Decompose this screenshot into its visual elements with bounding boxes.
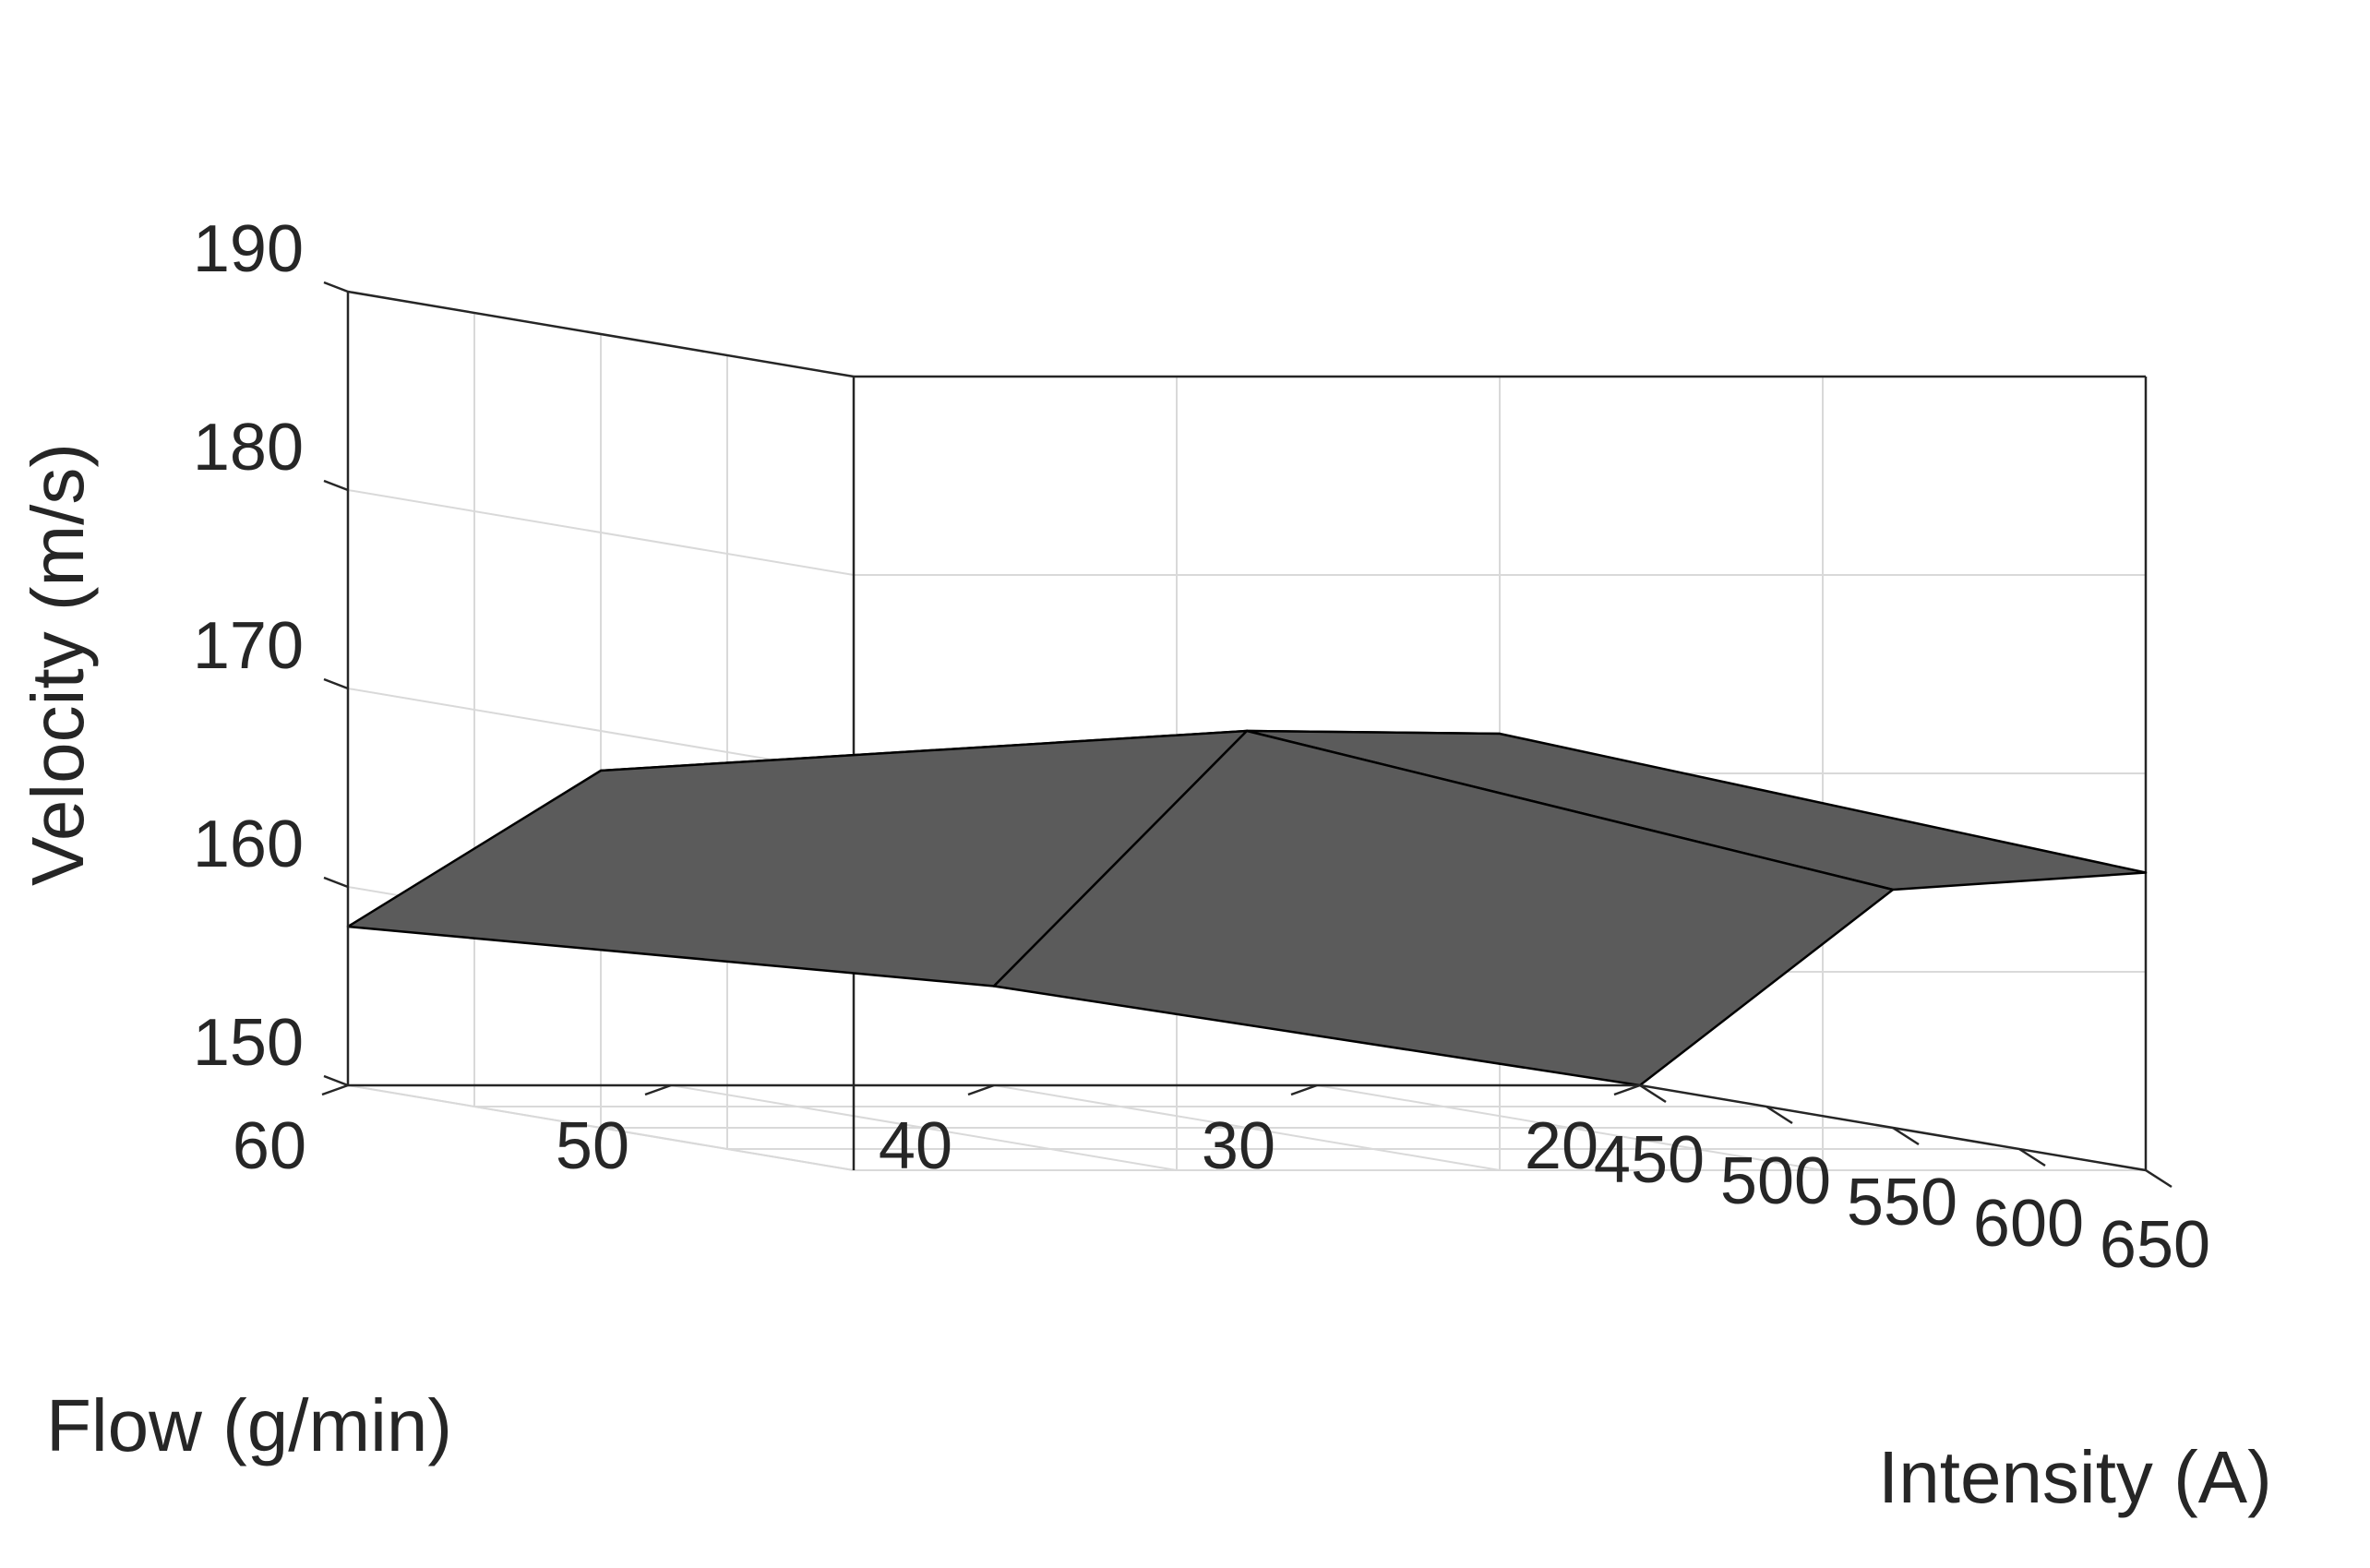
y-tick-label: 60 xyxy=(233,1109,306,1183)
x-tick-label: 650 xyxy=(2100,1208,2210,1282)
floor-gridline-y xyxy=(670,1084,1178,1171)
z-tick-label: 160 xyxy=(193,808,304,881)
back-wall-gridline-z xyxy=(347,489,855,576)
z-axis-tick xyxy=(323,479,349,492)
y-tick-label: 20 xyxy=(1525,1109,1598,1183)
x-tick-label: 600 xyxy=(1973,1187,2084,1261)
z-axis-tick xyxy=(323,1074,349,1087)
z-tick-label: 190 xyxy=(193,212,304,286)
floor-gridline-y xyxy=(993,1084,1501,1171)
x-axis-tick xyxy=(1639,1083,1667,1104)
box-edge-top-back xyxy=(347,290,855,378)
x-axis-tick xyxy=(1766,1105,1793,1125)
surface-layer xyxy=(346,729,2148,1087)
z-axis-tick xyxy=(323,677,349,690)
x-tick-label: 450 xyxy=(1594,1123,1705,1197)
z-axis-tick xyxy=(323,281,349,293)
x-axis-tick xyxy=(2018,1147,2046,1167)
labels-layer: Velocity (m/s) Flow (g/min) Intensity (A… xyxy=(17,443,2272,1518)
x-axis-tick xyxy=(2145,1168,2172,1189)
y-axis-tick xyxy=(1290,1083,1318,1096)
y-tick-label: 30 xyxy=(1202,1109,1275,1183)
z-tick-label: 150 xyxy=(193,1006,304,1080)
x-axis-label: Intensity (A) xyxy=(1878,1436,2272,1518)
x-tick-label: 550 xyxy=(1847,1166,1957,1239)
y-axis-tick xyxy=(967,1083,995,1096)
y-tick-label: 40 xyxy=(879,1109,952,1183)
surface-patch xyxy=(992,729,1895,1087)
x-tick-label: 500 xyxy=(1720,1144,1831,1218)
axes-layer: 150 160 170 180 190 20 30 40 50 60 450 500 550 600 650 xyxy=(193,212,2210,1282)
y-tick-label: 50 xyxy=(556,1109,629,1183)
x-axis-tick xyxy=(1892,1126,1920,1146)
y-axis-tick xyxy=(1613,1083,1641,1096)
y-axis-tick xyxy=(644,1083,672,1096)
z-tick-label: 170 xyxy=(193,609,304,683)
z-tick-label: 180 xyxy=(193,411,304,485)
floor-gridline-y xyxy=(1316,1084,1824,1171)
z-axis-tick xyxy=(323,876,349,889)
z-axis-label: Velocity (m/s) xyxy=(17,443,99,886)
y-axis-label: Flow (g/min) xyxy=(46,1384,452,1466)
y-axis-tick xyxy=(321,1083,349,1096)
back-wall-gridline-z xyxy=(347,1084,855,1171)
